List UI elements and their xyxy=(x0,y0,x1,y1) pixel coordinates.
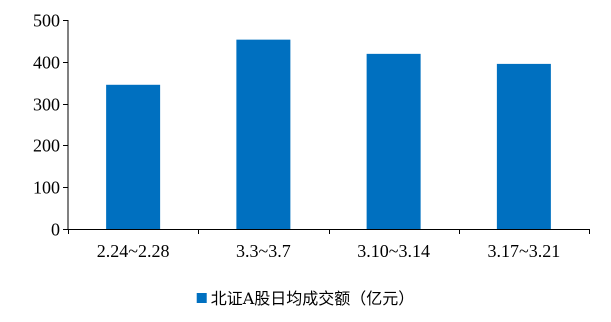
x-tick-label: 3.10~3.14 xyxy=(357,241,430,261)
legend-label: 北证A股日均成交额（亿元） xyxy=(211,289,415,308)
x-axis: 2.24~2.28 3.3~3.7 3.10~3.14 3.17~3.21 xyxy=(68,229,590,261)
bar xyxy=(236,39,291,230)
x-tick-label: 3.17~3.21 xyxy=(488,241,561,261)
x-tick-label: 3.3~3.7 xyxy=(236,241,291,261)
bar xyxy=(496,63,551,229)
legend: 北证A股日均成交额（亿元） xyxy=(196,289,415,308)
y-tick-label: 500 xyxy=(33,11,60,31)
y-tick-label: 200 xyxy=(33,136,60,156)
bar-series xyxy=(106,39,551,230)
bar xyxy=(366,53,421,229)
y-tick-label: 0 xyxy=(51,220,60,240)
y-tick-label: 400 xyxy=(33,53,60,73)
bar xyxy=(106,84,161,229)
legend-swatch xyxy=(196,293,207,303)
y-tick-label: 100 xyxy=(33,178,60,198)
y-tick-label: 300 xyxy=(33,95,60,115)
x-tick-label: 2.24~2.28 xyxy=(97,241,170,261)
y-axis: 0 100 200 300 400 500 xyxy=(33,11,69,240)
